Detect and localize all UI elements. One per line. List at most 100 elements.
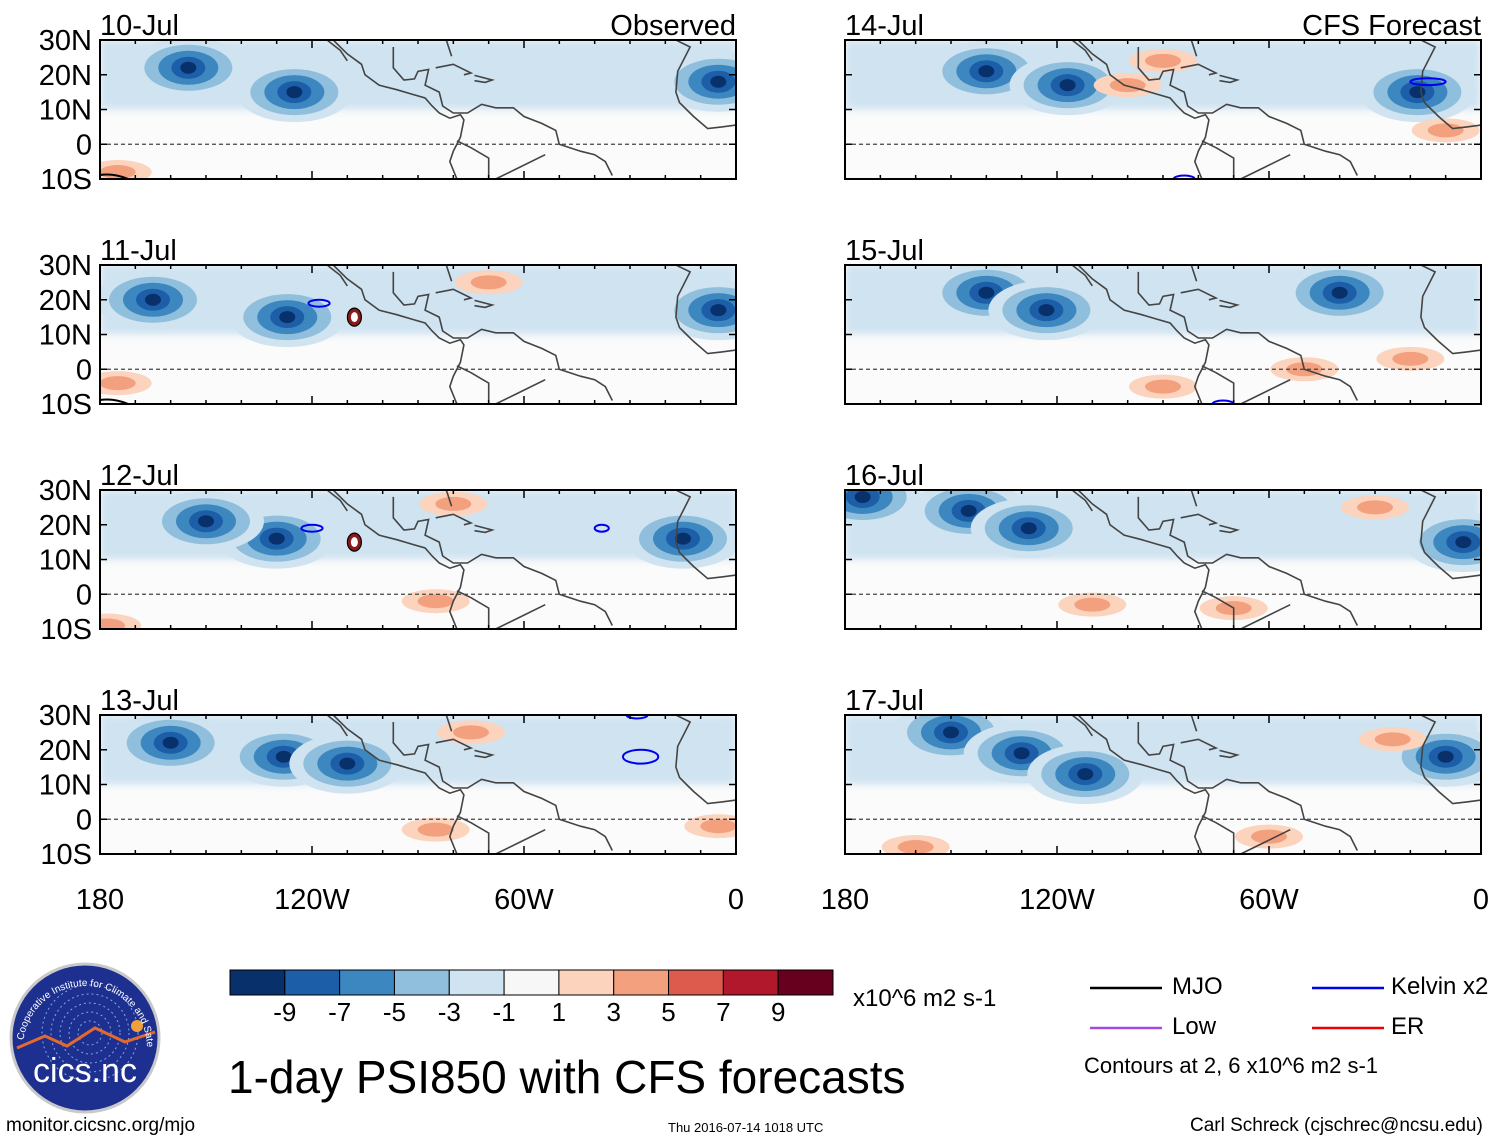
map-panel: 14-Jul — [844, 10, 1482, 180]
coastline — [1201, 815, 1235, 854]
negative-contour — [1437, 750, 1454, 763]
negative-contour — [275, 750, 292, 763]
lat-tick-label: 20N — [39, 735, 92, 767]
panel-date-label: 16-Jul — [845, 460, 924, 492]
coastline — [1076, 490, 1210, 629]
coastline — [435, 513, 474, 526]
coastline — [1137, 47, 1359, 176]
lon-tick-label: 60W — [494, 884, 554, 916]
lat-tick-label: 0 — [76, 579, 92, 611]
kelvin-contour — [621, 748, 660, 765]
lat-tick-label: 20N — [39, 60, 92, 92]
coastline — [1201, 140, 1235, 179]
negative-contour — [978, 65, 995, 78]
lat-tick-label: 0 — [76, 129, 92, 161]
coastlines — [1070, 715, 1481, 854]
coastline — [1219, 749, 1240, 759]
lon-tick-label: 0 — [728, 884, 744, 916]
coastline — [1190, 265, 1198, 282]
coastline — [1070, 265, 1093, 287]
colorbar-swatch — [339, 969, 395, 996]
positive-contour — [100, 376, 136, 391]
colorbar-label: -5 — [383, 997, 406, 1027]
coastline — [1070, 40, 1093, 62]
negative-contour — [1331, 286, 1348, 299]
footer-author: Carl Schreck (cjschrec@ncsu.edu) — [1190, 1115, 1483, 1136]
negative-contour — [675, 532, 691, 545]
panel-date-label: 14-Jul — [845, 10, 924, 42]
negative-contour — [286, 86, 303, 99]
legend-label-kelvin: Kelvin x2 — [1391, 973, 1489, 1000]
lat-tick-label: 0 — [76, 354, 92, 386]
positive-contour — [700, 819, 736, 834]
positive-contour — [1145, 53, 1181, 68]
coastline — [1180, 513, 1219, 526]
negative-contour — [978, 286, 995, 299]
panel-date-label: 12-Jul — [100, 460, 179, 492]
coastline — [331, 490, 465, 629]
coastline — [1190, 490, 1198, 507]
lon-tick-label: 120W — [1019, 884, 1095, 916]
footer-url[interactable]: monitor.cicsnc.org/mjo — [6, 1115, 196, 1136]
positive-contour — [1251, 829, 1287, 844]
coastline — [1240, 378, 1291, 404]
map-panel: 16-Jul — [844, 460, 1482, 630]
positive-contour — [1357, 500, 1393, 515]
coastline — [331, 265, 465, 404]
lat-tick-label: 10N — [39, 320, 92, 352]
coastline — [392, 47, 614, 176]
panel-date-label: 13-Jul — [100, 685, 179, 717]
coastlines — [325, 490, 736, 629]
kelvin-contour — [1409, 77, 1447, 87]
lat-tick-label: 30N — [39, 475, 92, 507]
negative-contour — [279, 311, 296, 324]
positive-contour — [1074, 597, 1111, 612]
logo-orbit — [59, 1002, 121, 1064]
lat-tick-label: 30N — [39, 250, 92, 282]
coastline — [1180, 63, 1219, 76]
lon-tick-label: 60W — [1239, 884, 1299, 916]
kelvin-contour — [307, 298, 331, 308]
lat-tick-label: 10S — [40, 614, 92, 646]
coastline — [1070, 715, 1093, 737]
negative-contour — [943, 726, 959, 739]
logo-wordmark: cics.nc — [33, 1052, 137, 1090]
positive-contour — [453, 725, 489, 740]
panel-date-label: 10-Jul — [100, 10, 179, 42]
negative-contour — [339, 757, 356, 770]
column-title-observed: Observed — [610, 10, 736, 42]
legend-label-er: ER — [1391, 1013, 1425, 1040]
coastline — [392, 496, 614, 626]
coastline — [1240, 603, 1291, 629]
coastline — [325, 265, 348, 287]
negative-contour — [1455, 536, 1472, 549]
coastline — [435, 63, 474, 76]
colorbar-swatch — [448, 969, 505, 996]
logo-orbit — [41, 984, 139, 1082]
coastline — [445, 715, 453, 732]
negative-contour — [1077, 768, 1094, 781]
coastlines — [325, 265, 736, 404]
colorbar-label: -7 — [328, 997, 351, 1027]
lat-tick-label: 20N — [39, 510, 92, 542]
positive-contour — [470, 275, 507, 290]
lat-tick-label: 10N — [39, 95, 92, 127]
negative-contour — [854, 490, 871, 503]
coastline — [445, 40, 453, 57]
er-contour-inner — [350, 537, 358, 548]
coastline — [1420, 490, 1481, 580]
negative-contour — [710, 75, 727, 88]
logo-sun — [131, 1020, 143, 1032]
coastline — [445, 265, 453, 282]
negative-contour — [268, 532, 285, 545]
coastlines — [1070, 265, 1481, 404]
coastline — [445, 490, 453, 507]
coastline — [495, 153, 546, 179]
coastline — [325, 715, 348, 737]
psi-field — [845, 265, 1481, 404]
kelvin-contour — [300, 523, 324, 533]
